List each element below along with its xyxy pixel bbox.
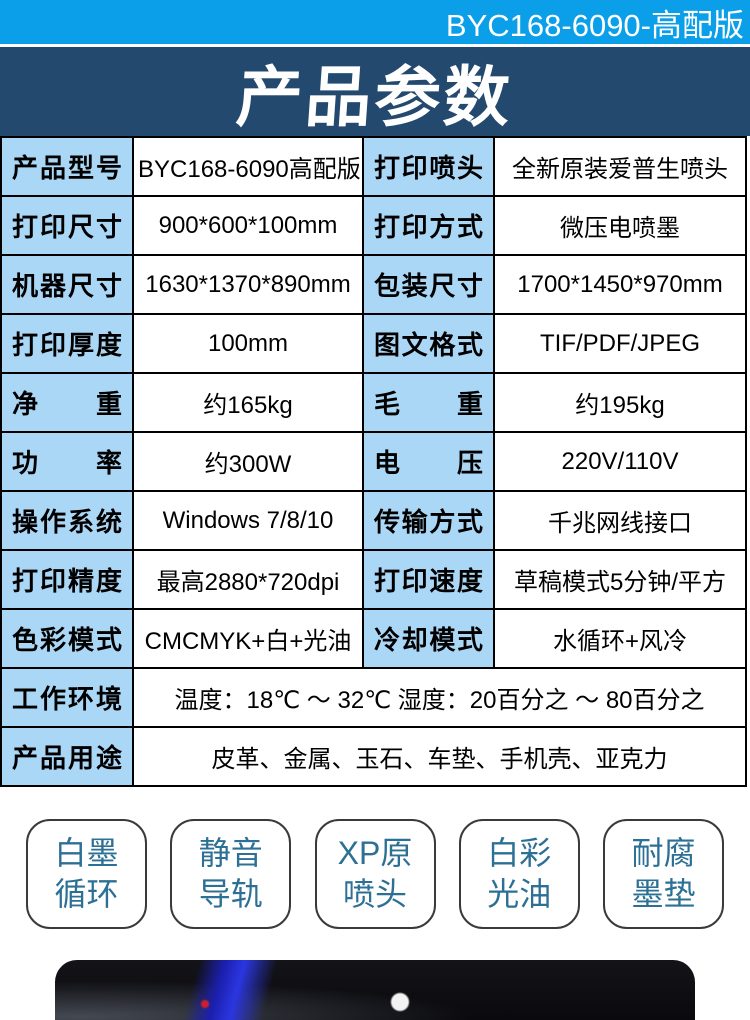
spec-row: 打印尺寸 900*600*100mm 打印方式 微压电喷墨 xyxy=(0,195,747,256)
feature-badges: 白墨 循环 静音 导轨 XP原 喷头 白彩 光油 耐腐 墨垫 xyxy=(0,818,750,930)
spec-value: 1630*1370*890mm xyxy=(132,254,364,315)
spec-value: 微压电喷墨 xyxy=(493,195,747,256)
product-photo xyxy=(55,960,695,1020)
spec-row: 工作环境 温度：18℃ ～ 32℃ 湿度：20百分之 ～ 80百分之 xyxy=(0,667,747,728)
feature-line: 光油 xyxy=(487,876,552,912)
spec-label: 毛 重 xyxy=(362,372,495,433)
spec-label: 机器尺寸 xyxy=(0,254,134,315)
spec-value: 约165kg xyxy=(132,372,364,433)
spec-row: 色彩模式 CMCMYK+白+光油 冷却模式 水循环+风冷 xyxy=(0,608,747,669)
spec-label: 打印速度 xyxy=(362,549,495,610)
spec-row: 打印精度 最高2880*720dpi 打印速度 草稿模式5分钟/平方 xyxy=(0,549,747,610)
feature-badge-corrosion-resistant-pad: 耐腐 墨垫 xyxy=(603,819,724,929)
feature-line: 静音 xyxy=(198,835,263,871)
feature-line: 喷头 xyxy=(342,876,407,912)
spec-label: 打印厚度 xyxy=(0,313,134,374)
spec-value: 温度：18℃ ～ 32℃ 湿度：20百分之 ～ 80百分之 xyxy=(132,667,747,728)
spec-label: 功 率 xyxy=(0,431,134,492)
model-badge: BYC168-6090-高配版 xyxy=(445,7,744,43)
spec-row: 打印厚度 100mm 图文格式 TIF/PDF/JPEG xyxy=(0,313,747,374)
feature-badge-white-color-varnish: 白彩 光油 xyxy=(458,819,580,929)
spec-row: 机器尺寸 1630*1370*890mm 包装尺寸 1700*1450*970m… xyxy=(0,254,747,315)
spec-label: 色彩模式 xyxy=(0,608,134,669)
feature-line: 白墨 xyxy=(54,835,119,871)
top-model-bar: BYC168-6090-高配版 xyxy=(0,0,750,44)
feature-line: 白彩 xyxy=(487,835,552,871)
spec-row: 功 率 约300W 电 压 220V/110V xyxy=(0,431,747,492)
feature-line: XP原 xyxy=(337,835,413,871)
spec-value: 1700*1450*970mm xyxy=(493,254,747,315)
spec-row: 操作系统 Windows 7/8/10 传输方式 千兆网线接口 xyxy=(0,490,747,551)
feature-line: 耐腐 xyxy=(631,835,696,871)
spec-label: 传输方式 xyxy=(362,490,495,551)
feature-line: 导轨 xyxy=(198,876,263,912)
spec-label: 打印方式 xyxy=(362,195,495,256)
spec-value: BYC168-6090高配版 xyxy=(132,136,364,197)
spec-value: 900*600*100mm xyxy=(132,195,364,256)
feature-badge-silent-rail: 静音 导轨 xyxy=(170,819,292,929)
spec-label: 产品型号 xyxy=(0,136,134,197)
spec-value: 千兆网线接口 xyxy=(493,490,747,551)
spec-value: 220V/110V xyxy=(493,431,747,492)
spec-label: 打印精度 xyxy=(0,549,134,610)
spec-value: 100mm xyxy=(132,313,364,374)
spec-value: 约300W xyxy=(132,431,364,492)
spec-row: 产品用途 皮革、金属、玉石、车垫、手机壳、亚克力 xyxy=(0,726,747,787)
spec-value: Windows 7/8/10 xyxy=(132,490,364,551)
page-title: 产品参数 xyxy=(234,59,516,134)
divider xyxy=(0,44,750,47)
feature-badge-white-ink-circulation: 白墨 循环 xyxy=(26,819,147,929)
spec-value: 全新原装爱普生喷头 xyxy=(493,136,747,197)
spec-label: 操作系统 xyxy=(0,490,134,551)
spec-row: 产品型号 BYC168-6090高配版 打印喷头 全新原装爱普生喷头 xyxy=(0,136,747,197)
spec-label: 电 压 xyxy=(362,431,495,492)
spec-row: 净 重 约165kg 毛 重 约195kg xyxy=(0,372,747,433)
spec-value: 最高2880*720dpi xyxy=(132,549,364,610)
feature-line: 墨垫 xyxy=(631,876,696,912)
spec-label: 净 重 xyxy=(0,372,134,433)
spec-label: 工作环境 xyxy=(0,667,134,728)
title-banner: 产品参数 xyxy=(0,47,750,136)
spec-value: 草稿模式5分钟/平方 xyxy=(493,549,747,610)
feature-badge-xp-printhead: XP原 喷头 xyxy=(314,819,436,929)
spec-label: 打印尺寸 xyxy=(0,195,134,256)
spec-value: TIF/PDF/JPEG xyxy=(493,313,747,374)
feature-line: 循环 xyxy=(54,876,119,912)
spec-label: 打印喷头 xyxy=(362,136,495,197)
spec-table: 产品型号 BYC168-6090高配版 打印喷头 全新原装爱普生喷头 打印尺寸 … xyxy=(0,136,747,787)
spec-value: 水循环+风冷 xyxy=(493,608,747,669)
spec-label: 冷却模式 xyxy=(362,608,495,669)
spec-value: 约195kg xyxy=(493,372,747,433)
spec-label: 图文格式 xyxy=(362,313,495,374)
spec-label: 包装尺寸 xyxy=(362,254,495,315)
spec-label: 产品用途 xyxy=(0,726,134,787)
spec-value: 皮革、金属、玉石、车垫、手机壳、亚克力 xyxy=(132,726,747,787)
spec-value: CMCMYK+白+光油 xyxy=(132,608,364,669)
